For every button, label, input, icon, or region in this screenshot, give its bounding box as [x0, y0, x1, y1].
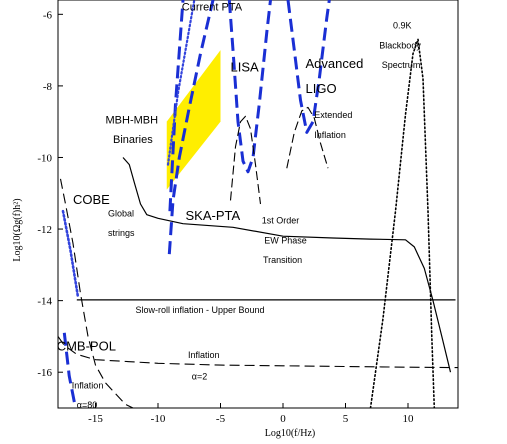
series-ska-pta	[167, 0, 215, 255]
x-tick-label: 5	[343, 413, 349, 425]
annotation-ew-3: Transition	[263, 255, 302, 265]
x-tick-label: -10	[151, 413, 166, 425]
series-first-order-ew	[229, 115, 262, 205]
annotation-ska-pta: SKA-PTA	[186, 208, 241, 223]
series-current-pta-dot	[166, 0, 196, 166]
y-tick-label: -12	[37, 224, 52, 236]
annotation-blackbody-2: Blackbody	[379, 40, 421, 50]
y-axis-title: Log10(Ωg(f)h²)	[12, 198, 23, 261]
annotation-slow-roll: Slow-roll inflation - Upper Bound	[136, 305, 265, 315]
series-cobe	[61, 209, 80, 299]
annotation-advanced-ligo-1: Advanced	[306, 56, 364, 71]
x-tick-label: 0	[280, 413, 286, 425]
annotation-mbh-binaries-2: Binaries	[113, 134, 153, 146]
plot-frame	[57, 0, 459, 409]
annotation-inflation-a2-2: α=2	[192, 371, 207, 381]
y-tick-label: -10	[37, 152, 52, 164]
series-blackbody-spectrum	[369, 38, 436, 408]
series-inflation-alpha-8	[59, 178, 134, 408]
x-tick-label: -5	[216, 413, 226, 425]
annotation-inflation-a8-1: Inflation	[72, 380, 104, 390]
annotation-ew-2: EW Phase	[264, 235, 307, 245]
series-cmb-pol	[62, 332, 77, 408]
series-extended-inflation	[286, 106, 329, 169]
annotation-global-strings-1: Global	[108, 209, 134, 219]
y-tick-label: -16	[37, 367, 52, 379]
annotation-advanced-ligo-2: LIGO	[306, 81, 337, 96]
annotation-cobe: COBE	[73, 192, 110, 207]
y-tick-label: -8	[43, 81, 53, 93]
annotation-inflation-a2-1: Inflation	[188, 350, 220, 360]
annotation-extended-inflation-1: Extended	[314, 110, 352, 120]
y-tick-label: -6	[43, 9, 53, 21]
annotation-global-strings-2: strings	[108, 228, 135, 238]
annotation-current-pta: Current PTA	[182, 2, 243, 14]
x-axis-title: Log10(f/Hz)	[265, 428, 316, 439]
x-tick-label: 10	[403, 413, 415, 425]
series-advanced-ligo	[286, 0, 331, 134]
series-global-strings	[122, 157, 452, 373]
y-tick-label: -14	[37, 296, 52, 308]
series-lisa	[227, 0, 272, 174]
annotation-lisa: LISA	[231, 60, 260, 75]
annotation-cmb-pol: CMB-POL	[57, 339, 116, 354]
annotation-mbh-binaries-1: MBH-MBH	[106, 115, 159, 127]
annotation-extended-inflation-2: Inflation	[314, 130, 346, 140]
series-inflation-alpha-2	[58, 336, 458, 369]
annotation-blackbody-3: Spectrum	[382, 60, 421, 70]
annotation-blackbody-1: 0.9K	[393, 21, 412, 31]
x-tick-label: -15	[88, 413, 103, 425]
annotation-inflation-a8-2: α=80	[77, 400, 97, 410]
annotation-ew-1: 1st Order	[262, 216, 300, 226]
